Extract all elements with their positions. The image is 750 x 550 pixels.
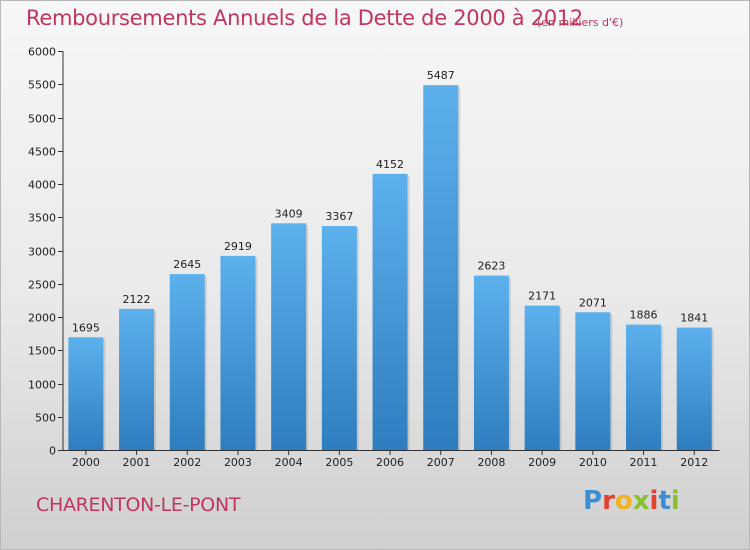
brand-letter-2: o xyxy=(614,486,633,516)
x-tick-label-2009: 2009 xyxy=(528,456,556,469)
bar-2005 xyxy=(321,226,357,450)
y-tick-label-6: 3000 xyxy=(28,246,56,259)
y-tick-label-7: 3500 xyxy=(28,212,56,225)
y-tick-label-10: 5000 xyxy=(28,113,56,126)
bar-2007 xyxy=(423,85,459,450)
y-tick-label-8: 4000 xyxy=(28,179,56,192)
brand-letter-4: i xyxy=(649,486,659,516)
x-tick-label-2001: 2001 xyxy=(123,456,151,469)
value-label-2005: 3367 xyxy=(325,210,353,223)
bar-2011 xyxy=(626,324,662,450)
proxiti-logo: Proxiti xyxy=(583,486,680,516)
y-tick-label-4: 2000 xyxy=(28,312,56,325)
bar-2000 xyxy=(68,337,104,450)
x-tick-label-2003: 2003 xyxy=(224,456,252,469)
x-tick-label-2010: 2010 xyxy=(579,456,607,469)
value-label-2001: 2122 xyxy=(123,293,151,306)
value-label-2008: 2623 xyxy=(477,260,505,273)
bar-2008 xyxy=(473,275,509,450)
value-label-2011: 1886 xyxy=(630,309,658,322)
brand-letter-6: i xyxy=(670,486,680,516)
value-label-2006: 4152 xyxy=(376,158,404,171)
y-tick-label-12: 6000 xyxy=(28,46,56,59)
location-name: CHARENTON-LE-PONT xyxy=(36,494,241,516)
x-tick-label-2000: 2000 xyxy=(72,456,100,469)
y-tick-label-2: 1000 xyxy=(28,379,56,392)
y-tick-label-11: 5500 xyxy=(28,79,56,92)
x-tick-label-2002: 2002 xyxy=(173,456,201,469)
chart-title: Remboursements Annuels de la Dette de 20… xyxy=(26,6,583,30)
bar-2002 xyxy=(169,274,205,450)
x-tick-label-2004: 2004 xyxy=(275,456,303,469)
value-label-2010: 2071 xyxy=(579,296,607,309)
chart-labels: 1695 2000 2122 2001 2645 2002 2919 2003 3409 2004… xyxy=(72,69,708,469)
value-label-2000: 1695 xyxy=(72,321,100,334)
y-tick-label-0: 0 xyxy=(49,445,56,458)
bar-2003 xyxy=(220,255,256,450)
x-tick-label-2007: 2007 xyxy=(427,456,455,469)
bar-2001 xyxy=(119,308,155,450)
value-label-2009: 2171 xyxy=(528,290,556,303)
y-tick-label-1: 500 xyxy=(35,412,56,425)
value-label-2004: 3409 xyxy=(275,207,303,220)
chart-axes: 0 500 1000 1500 2000 2500 3000 3500 4000 4500 5000… xyxy=(28,46,720,458)
x-tick-label-2005: 2005 xyxy=(325,456,353,469)
brand-letter-0: P xyxy=(583,486,603,516)
value-label-2007: 5487 xyxy=(427,69,455,82)
x-tick-label-2011: 2011 xyxy=(630,456,658,469)
bar-2009 xyxy=(524,305,560,450)
y-tick-label-9: 4500 xyxy=(28,146,56,159)
y-tick-label-5: 2500 xyxy=(28,279,56,292)
brand-letter-3: x xyxy=(632,486,650,516)
bar-2004 xyxy=(271,223,307,450)
chart-bars xyxy=(68,85,714,450)
bar-2006 xyxy=(372,173,408,450)
x-tick-label-2008: 2008 xyxy=(477,456,505,469)
y-tick-label-3: 1500 xyxy=(28,345,56,358)
x-tick-label-2006: 2006 xyxy=(376,456,404,469)
bar-2010 xyxy=(575,312,611,450)
value-label-2002: 2645 xyxy=(173,258,201,271)
chart-unit-note: (en milliers d'€) xyxy=(537,16,624,29)
x-tick-label-2012: 2012 xyxy=(680,456,708,469)
value-label-2012: 1841 xyxy=(680,312,708,325)
brand-letter-1: r xyxy=(602,486,615,516)
brand-letter-5: t xyxy=(658,486,671,516)
bar-2012 xyxy=(676,327,712,450)
value-label-2003: 2919 xyxy=(224,240,252,253)
